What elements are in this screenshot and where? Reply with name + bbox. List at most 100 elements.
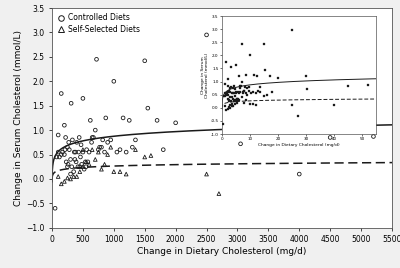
Point [172,121,179,125]
Point [74,174,80,179]
Point [98,145,105,149]
Point [294,114,301,118]
Point [345,83,351,88]
Point [123,150,129,154]
Point [234,117,241,121]
Point [100,138,106,142]
Point [83,165,89,169]
Point [248,91,255,95]
Point [80,150,86,154]
Point [225,83,231,88]
Point [102,116,109,120]
Point [254,74,260,79]
Point [222,94,228,98]
Point [148,153,154,158]
Point [224,77,231,81]
Point [67,172,74,176]
Point [81,167,87,171]
Y-axis label: Change in Serum Cholesterol (mmol/L): Change in Serum Cholesterol (mmol/L) [14,30,23,206]
Point [364,83,371,87]
Point [327,135,333,140]
Point [120,116,126,120]
Point [89,147,95,152]
Point [82,160,88,164]
Point [92,128,98,132]
Point [225,90,231,94]
Point [66,140,72,144]
Point [247,53,253,58]
Point [231,102,238,106]
Point [142,59,148,63]
Point [304,87,310,91]
Point [230,96,236,101]
Point [68,165,75,169]
Point [229,95,236,99]
Point [232,94,238,98]
Point [247,102,253,106]
Point [132,147,139,152]
Point [55,150,61,154]
Point [233,91,239,95]
Point [92,157,98,162]
Point [229,104,235,109]
Point [289,103,295,107]
Point [160,147,166,152]
Point [87,118,94,122]
Point [111,169,117,174]
Point [230,99,237,103]
Point [58,91,64,96]
Point [78,143,84,147]
Point [233,90,239,94]
Point [232,87,238,92]
Point [62,147,68,152]
Point [80,147,86,152]
Point [233,100,240,105]
Point [230,104,236,109]
Point [289,28,295,33]
Point [67,157,74,162]
Y-axis label: Change in Serum
Cholesterol (mmol/L): Change in Serum Cholesterol (mmol/L) [200,52,209,98]
Point [117,147,123,152]
Point [216,191,222,196]
Point [61,152,68,157]
Point [70,174,77,179]
Point [223,92,230,97]
Point [231,99,238,103]
Point [85,160,91,164]
Point [235,96,242,101]
Point [104,152,111,157]
Legend: Controlled Diets, Self-Selected Diets: Controlled Diets, Self-Selected Diets [56,12,142,35]
Point [64,176,71,180]
Point [65,162,71,166]
Point [240,91,246,95]
Point [261,42,267,47]
Point [132,138,139,142]
Point [303,74,309,78]
Point [236,98,242,102]
Point [233,99,239,103]
Point [224,92,231,97]
Point [64,165,71,169]
Point [231,83,238,88]
Point [275,76,281,80]
Point [226,98,232,102]
Point [224,107,231,111]
Point [228,65,234,69]
Point [240,90,246,94]
Point [370,134,377,139]
Point [227,103,234,107]
Point [114,150,120,154]
Point [123,172,129,176]
Point [262,68,269,72]
Point [88,140,95,144]
Point [101,162,108,166]
Point [237,83,243,88]
Point [238,83,244,88]
Point [52,206,58,210]
Point [203,172,210,176]
Point [67,177,74,181]
Point [90,135,97,140]
Point [234,96,240,101]
Point [246,85,252,89]
Point [95,150,102,154]
